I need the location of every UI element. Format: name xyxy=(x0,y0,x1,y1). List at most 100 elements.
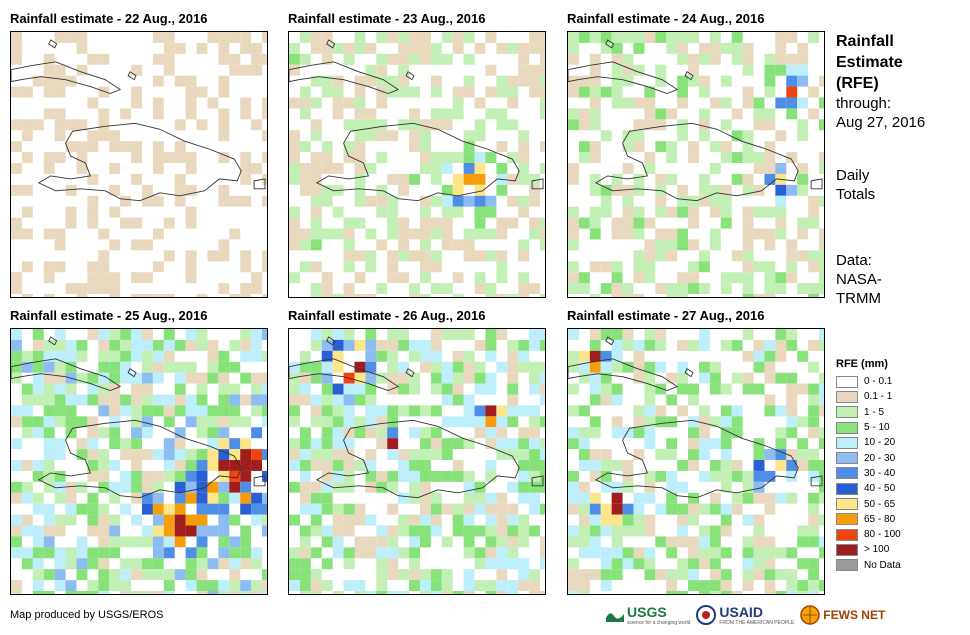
rainfall-cell xyxy=(666,32,678,43)
rainfall-cell xyxy=(589,329,601,340)
rainfall-cell xyxy=(578,350,590,362)
rainfall-cell xyxy=(764,503,776,515)
rainfall-cell xyxy=(289,558,300,570)
rainfall-cell xyxy=(753,383,765,395)
rainfall-cell xyxy=(21,130,33,142)
rainfall-cell xyxy=(310,119,322,131)
rainfall-cell xyxy=(174,449,186,461)
rainfall-cell xyxy=(600,350,612,362)
rainfall-cell xyxy=(474,272,486,284)
rainfall-cell xyxy=(463,394,475,406)
rainfall-cell xyxy=(507,75,519,87)
usgs-mark-icon xyxy=(606,613,624,622)
rainfall-cell xyxy=(644,427,656,439)
rainfall-cell xyxy=(666,394,678,406)
rainfall-cell xyxy=(496,228,508,240)
rainfall-cell xyxy=(441,372,453,384)
rainfall-cell xyxy=(343,42,355,54)
rainfall-cell xyxy=(578,108,590,120)
rainfall-cell xyxy=(321,272,333,284)
rainfall-cell xyxy=(376,97,388,109)
rainfall-cell xyxy=(321,141,333,153)
rainfall-cell xyxy=(131,470,142,482)
rainfall-cell xyxy=(742,86,754,98)
rainfall-cell xyxy=(688,547,699,559)
rainfall-cell xyxy=(518,272,530,284)
rainfall-cell xyxy=(354,119,366,131)
rainfall-cell xyxy=(742,383,754,395)
rainfall-cell xyxy=(764,239,776,251)
rainfall-cell xyxy=(11,405,22,417)
rainfall-cell xyxy=(196,460,208,471)
rainfall-cell xyxy=(474,195,486,207)
rainfall-cell xyxy=(589,173,601,185)
rainfall-cell xyxy=(441,195,453,207)
rainfall-cell xyxy=(568,383,579,395)
rainfall-cell xyxy=(229,405,241,417)
rainfall-cell xyxy=(764,119,776,131)
rainfall-cell xyxy=(218,405,230,417)
rainfall-cell xyxy=(343,580,355,592)
rainfall-cell xyxy=(419,438,431,450)
rainfall-cell xyxy=(163,591,175,594)
rainfall-cell xyxy=(775,449,787,461)
rainfall-cell xyxy=(644,97,656,109)
rainfall-cell xyxy=(32,394,44,406)
rainfall-cell xyxy=(452,383,464,395)
rainfall-cell xyxy=(196,536,208,548)
rainfall-cell xyxy=(775,53,787,65)
rainfall-cell xyxy=(753,470,765,482)
rainfall-cell xyxy=(332,329,344,340)
rainfall-cell xyxy=(720,339,732,351)
rainfall-cell xyxy=(76,536,88,548)
rainfall-cell xyxy=(289,449,300,461)
rainfall-cell xyxy=(229,294,241,297)
rainfall-cell xyxy=(463,525,475,537)
rainfall-cell xyxy=(742,184,754,196)
rainfall-cell xyxy=(611,53,623,65)
rainfall-cell xyxy=(644,272,656,284)
rainfall-cell xyxy=(797,580,809,592)
rainfall-cell xyxy=(797,536,809,548)
rainfall-cell xyxy=(720,514,732,526)
rainfall-cell xyxy=(518,536,530,548)
rainfall-cell xyxy=(76,416,88,428)
rainfall-cell xyxy=(589,64,601,76)
rainfall-cell xyxy=(507,350,519,362)
rainfall-cell xyxy=(174,503,186,515)
rainfall-cell xyxy=(720,42,732,54)
rainfall-cell xyxy=(786,261,798,273)
rainfall-cell xyxy=(409,173,420,185)
rainfall-cell xyxy=(321,416,333,428)
rainfall-cell xyxy=(633,119,645,131)
rainfall-cell xyxy=(152,32,164,43)
rainfall-cell xyxy=(496,261,508,273)
rainfall-cell xyxy=(666,449,678,461)
rainfall-cell xyxy=(321,492,333,504)
rainfall-cell xyxy=(185,152,197,164)
rainfall-cell xyxy=(131,339,142,351)
rainfall-cell xyxy=(207,350,219,362)
rainfall-cell xyxy=(174,438,186,450)
rainfall-cell xyxy=(65,141,77,153)
rainfall-cell xyxy=(655,250,667,262)
rainfall-cell xyxy=(720,217,732,229)
rainfall-cell xyxy=(611,261,623,273)
rainfall-cell xyxy=(354,460,366,471)
rainfall-cell xyxy=(87,547,99,559)
rainfall-cell xyxy=(753,525,765,537)
rainfall-cell xyxy=(32,350,44,362)
rainfall-cell xyxy=(354,97,366,109)
rainfall-cell xyxy=(152,261,164,273)
rainfall-cell xyxy=(131,394,142,406)
rainfall-cell xyxy=(786,108,798,120)
rainfall-cell xyxy=(11,481,22,493)
rainfall-cell xyxy=(764,591,776,594)
rainfall-cell xyxy=(32,470,44,482)
rainfall-cell xyxy=(540,481,545,493)
rainfall-cell xyxy=(398,449,410,461)
rainfall-cell xyxy=(11,339,22,351)
rainfall-cell xyxy=(163,514,175,526)
rainfall-cell xyxy=(731,173,743,185)
rainfall-cell xyxy=(786,86,798,98)
